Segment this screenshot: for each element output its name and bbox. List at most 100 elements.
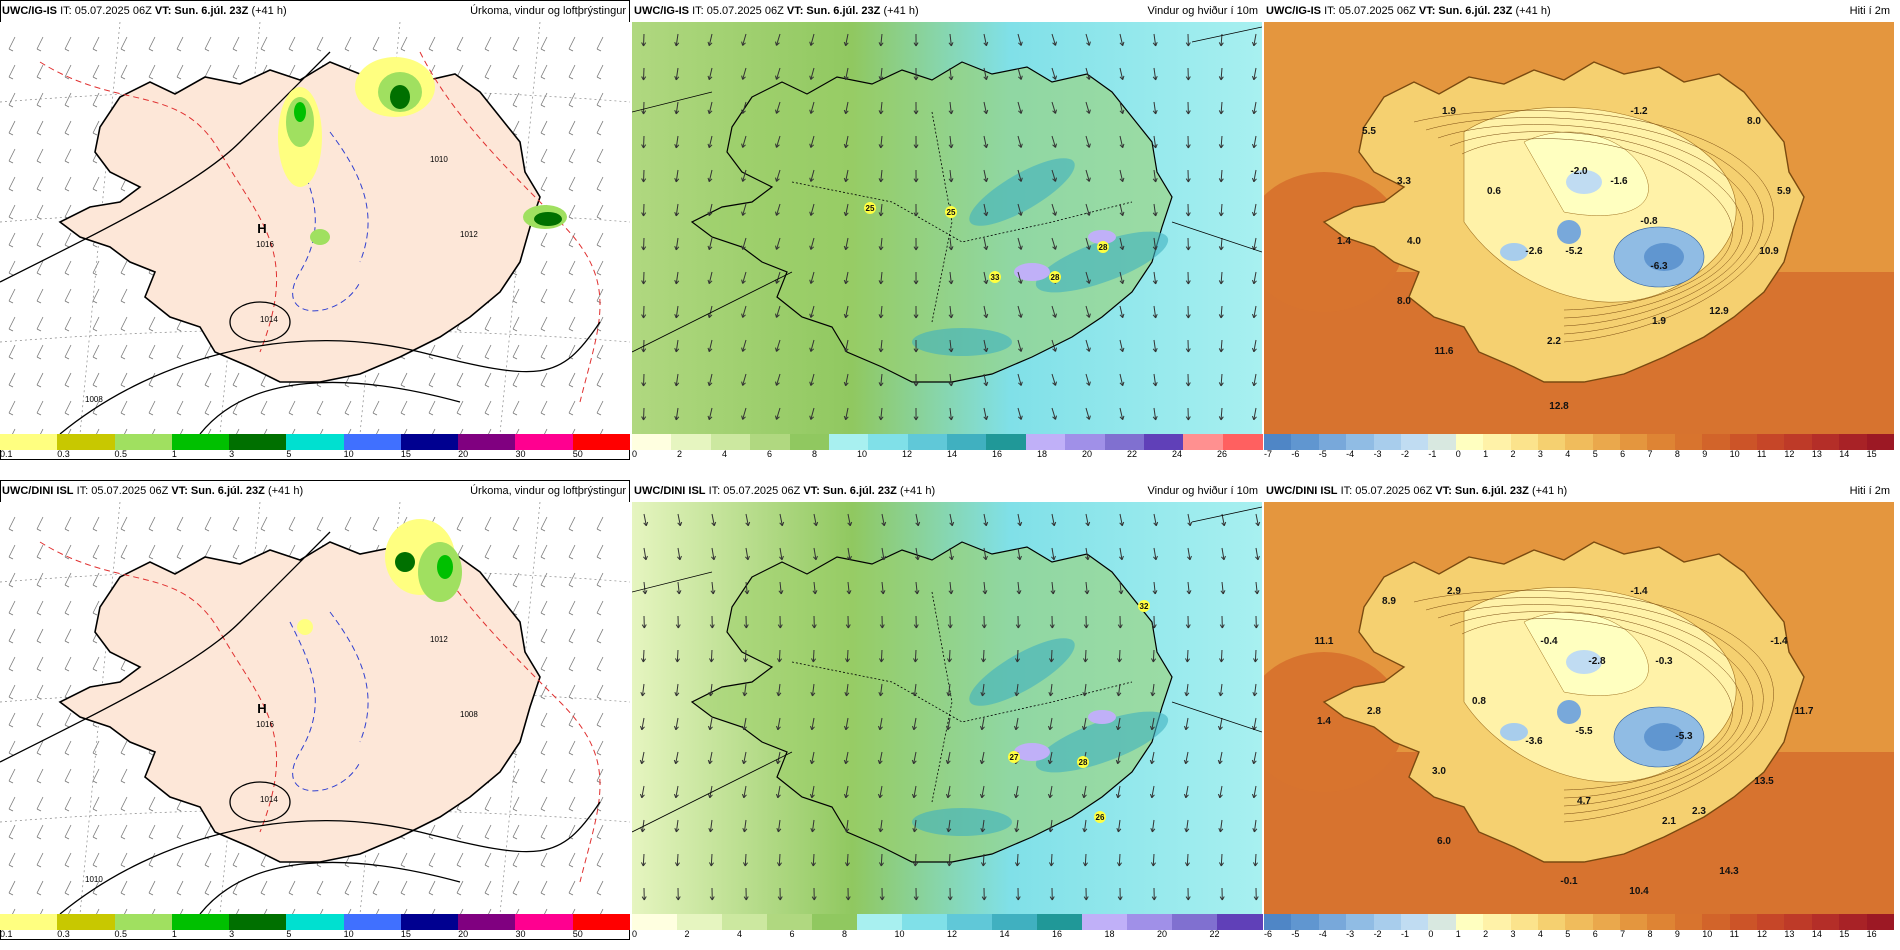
color-swatch <box>286 914 345 930</box>
temperature-value: 11.7 <box>1795 706 1814 717</box>
panel-header: UWC/DINI ISL IT: 05.07.2025 06Z VT: Sun.… <box>632 480 1262 502</box>
precip-areas <box>278 57 567 245</box>
color-swatch <box>1784 914 1813 930</box>
high-pressure-value: 1016 <box>256 720 274 729</box>
color-swatch <box>572 914 631 930</box>
color-swatch <box>1537 914 1566 930</box>
scale-label: 6 <box>1620 449 1626 459</box>
color-scale: 0.1 0.3 0.5 1 3 5 10 15 20 30 50 <box>0 914 631 939</box>
model-name: UWC/IG-IS <box>1266 5 1321 17</box>
scale-label: 12 <box>1784 449 1795 459</box>
scale-label: 7 <box>1647 449 1653 459</box>
scale-label: 6 <box>767 449 773 459</box>
color-swatch <box>812 914 858 930</box>
scale-label: 1 <box>1483 449 1489 459</box>
color-swatch <box>1674 434 1703 450</box>
isobar-label: 1012 <box>460 230 478 239</box>
color-swatch <box>1318 914 1347 930</box>
graticule <box>632 26 1262 353</box>
precip-areas <box>297 519 462 635</box>
scale-label: 8 <box>842 929 848 939</box>
isobar-label: 1010 <box>85 875 103 884</box>
scale-label: 4 <box>737 929 743 939</box>
color-swatch <box>229 434 287 450</box>
color-swatch <box>1839 914 1868 930</box>
scale-label: 15 <box>1866 449 1877 459</box>
color-swatch <box>1346 434 1375 450</box>
high-pressure-value: 1016 <box>256 240 274 249</box>
scale-label: 7 <box>1620 929 1626 939</box>
scale-label: -3 <box>1346 929 1355 939</box>
temperature-value: 0.6 <box>1487 186 1501 197</box>
scale-label: 0.1 <box>0 449 13 459</box>
scale-label: 0.5 <box>114 449 128 459</box>
temperature-value: -2.8 <box>1588 656 1606 667</box>
wind-map-dini: UWC/DINI ISL IT: 05.07.2025 06Z VT: Sun.… <box>632 480 1263 940</box>
scale-label: 2 <box>677 449 683 459</box>
scale-label: -2 <box>1373 929 1382 939</box>
scale-label: 50 <box>572 929 583 939</box>
color-swatch <box>114 434 173 450</box>
color-swatch <box>1811 914 1840 930</box>
strong-wind-areas <box>912 638 1169 836</box>
scale-label: 5 <box>1565 929 1571 939</box>
gust-value: 25 <box>947 208 956 217</box>
temperature-value: 1.4 <box>1337 236 1351 247</box>
color-swatch <box>632 914 678 930</box>
color-swatch <box>1373 914 1402 930</box>
color-swatch <box>57 914 116 930</box>
scale-label: -7 <box>1264 449 1273 459</box>
high-pressure-marker: H <box>257 701 266 716</box>
valid-time: VT: Sun. 6.júl. 23Z <box>1435 485 1529 497</box>
color-swatch <box>1346 914 1375 930</box>
panel-header: UWC/DINI ISL IT: 05.07.2025 06Z VT: Sun.… <box>1264 480 1894 502</box>
color-swatch <box>1592 914 1621 930</box>
color-swatch <box>0 914 58 930</box>
color-swatch <box>1127 914 1173 930</box>
temperature-zones <box>1463 107 1737 303</box>
scale-label: 26 <box>1217 449 1228 459</box>
scale-label: 0.3 <box>57 449 70 459</box>
scale-label: 8 <box>1674 449 1680 459</box>
temperature-value: 10.9 <box>1759 246 1779 257</box>
init-time: IT: 05.07.2025 06Z <box>1324 5 1416 17</box>
color-scale: 0 2 4 6 8 10 12 14 16 18 20 22 <box>632 914 1263 939</box>
color-swatch <box>171 434 230 450</box>
temperature-value: 8.0 <box>1747 116 1761 127</box>
init-time: IT: 05.07.2025 06Z <box>708 485 801 497</box>
temperature-value: 3.3 <box>1397 176 1411 187</box>
color-swatch <box>1217 914 1263 930</box>
gust-marker <box>1094 811 1106 823</box>
color-swatch <box>1400 914 1429 930</box>
color-swatch <box>1866 914 1895 930</box>
scale-label: 6 <box>1592 929 1598 939</box>
init-time: IT: 05.07.2025 06Z <box>60 5 152 17</box>
scale-label: -5 <box>1291 929 1300 939</box>
temperature-value: 11.6 <box>1435 346 1454 357</box>
panel-title: Hiti í 2m <box>1849 485 1890 497</box>
color-swatch <box>1702 914 1731 930</box>
color-swatch <box>1483 914 1512 930</box>
scale-label: 20 <box>1157 929 1168 939</box>
temperature-value: 2.3 <box>1692 806 1706 817</box>
map-area: 8.9 2.9 -1.4 11.1 -0.4 -1.4 -2.8 -0.3 1.4 2.8 0.8 1… <box>1264 502 1894 914</box>
isobar-label: 1008 <box>85 395 103 404</box>
gust-marker <box>1138 600 1150 612</box>
color-swatch <box>1702 434 1731 450</box>
scale-label: 20 <box>1082 449 1093 459</box>
temp-map-dini: UWC/DINI ISL IT: 05.07.2025 06Z VT: Sun.… <box>1264 480 1895 940</box>
temperature-value: -0.1 <box>1560 876 1578 887</box>
color-swatch <box>1318 434 1347 450</box>
scale-label: 18 <box>1037 449 1048 459</box>
temperature-zones <box>1463 587 1737 783</box>
temperature-value: 11.1 <box>1315 636 1334 647</box>
high-pressure-marker: H <box>257 221 266 236</box>
color-swatch <box>458 914 516 930</box>
color-scale: 0.1 0.3 0.5 1 3 5 10 15 20 30 50 <box>0 434 631 459</box>
scale-label: 1 <box>171 449 177 459</box>
color-swatch <box>0 434 58 450</box>
scale-label: 9 <box>1674 929 1680 939</box>
temperature-value: 4.7 <box>1577 796 1591 807</box>
color-swatch <box>1264 914 1292 930</box>
panel-title: Vindur og hviður í 10m <box>1147 485 1258 497</box>
